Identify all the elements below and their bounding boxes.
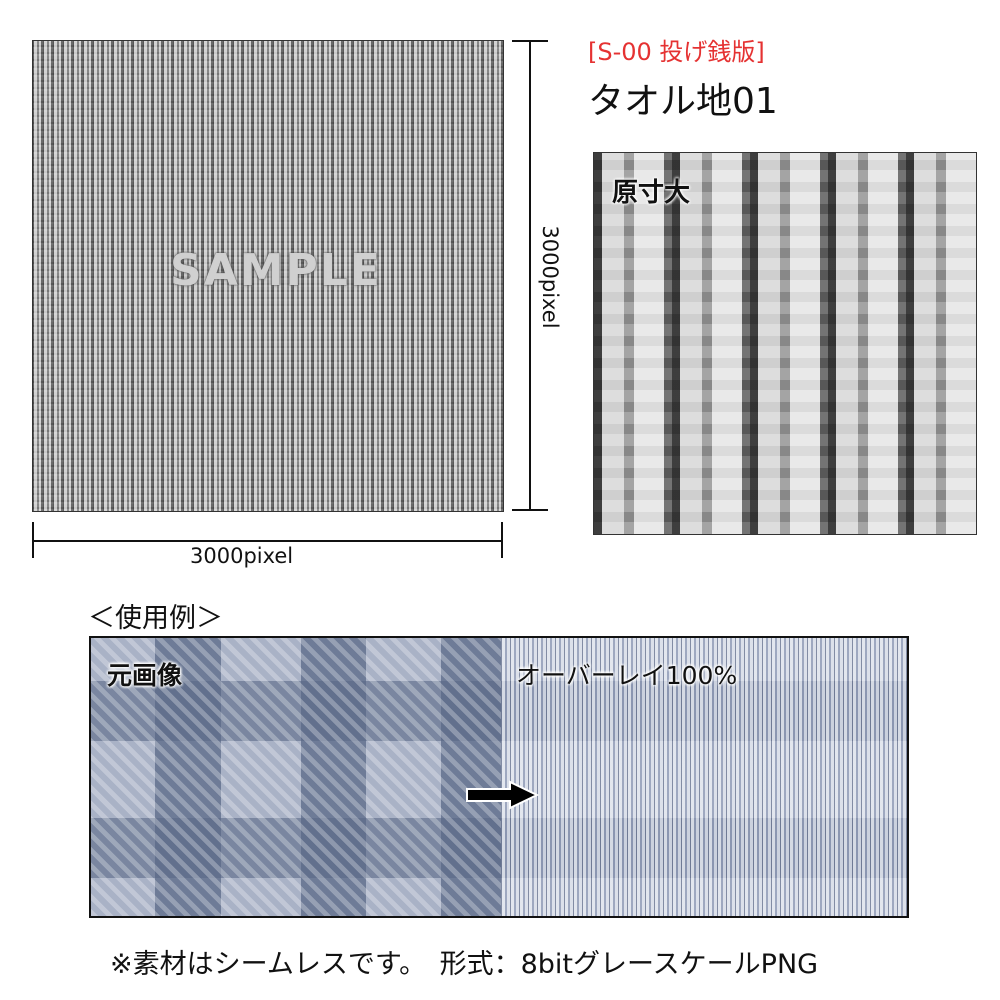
page-title: タオル地01 (588, 81, 778, 122)
width-dimension-cap-left (32, 522, 34, 558)
height-label: 3000pixel (538, 225, 562, 329)
example-heading: ＜使用例＞ (88, 603, 223, 634)
format-note: ※素材はシームレスです。 形式：8bitグレースケールPNG (110, 949, 819, 980)
height-dimension-cap-bottom (512, 509, 548, 511)
texture-preview (32, 40, 504, 512)
overlay-result-image (501, 638, 907, 916)
sample-watermark: SAMPLE (170, 245, 382, 296)
overlay-label: オーバーレイ100% (516, 661, 738, 690)
original-image-label: 元画像 (107, 661, 183, 690)
series-label: [S-00 投げ銭版] (588, 38, 765, 66)
width-dimension-line (32, 540, 502, 542)
height-dimension-line (529, 40, 531, 510)
height-dimension-cap-top (512, 40, 548, 42)
width-label: 3000pixel (190, 544, 294, 568)
actual-size-label: 原寸大 (612, 178, 691, 208)
actual-size-detail (593, 152, 977, 535)
arrow-right-icon (466, 780, 540, 810)
width-dimension-cap-right (501, 522, 503, 558)
original-image (91, 638, 503, 916)
usage-example: 元画像 オーバーレイ100% (89, 636, 909, 918)
